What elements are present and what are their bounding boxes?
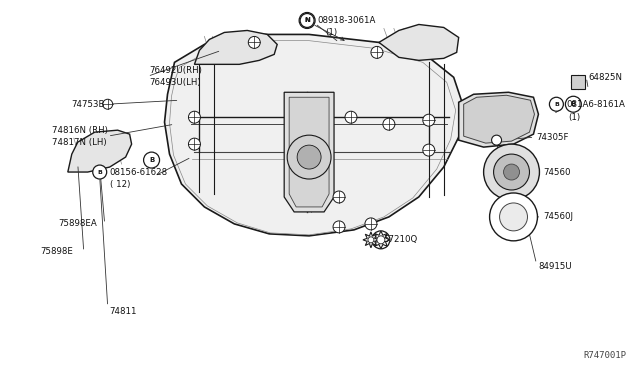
Text: N: N — [305, 18, 310, 23]
Polygon shape — [463, 95, 534, 143]
Text: B: B — [149, 157, 154, 163]
Circle shape — [500, 203, 527, 231]
Circle shape — [493, 154, 529, 190]
Circle shape — [102, 99, 113, 109]
Circle shape — [484, 144, 540, 200]
Text: B: B — [571, 101, 576, 107]
Text: N: N — [304, 17, 310, 23]
Circle shape — [423, 114, 435, 126]
Circle shape — [188, 111, 200, 123]
Polygon shape — [195, 31, 277, 64]
Text: 76492U(RH): 76492U(RH) — [150, 66, 202, 75]
Text: B: B — [554, 102, 559, 107]
Polygon shape — [459, 92, 538, 147]
Circle shape — [492, 135, 502, 145]
Text: 74560: 74560 — [543, 167, 571, 177]
Text: 75898EA: 75898EA — [58, 219, 97, 228]
Text: 64825N: 64825N — [588, 73, 622, 82]
Circle shape — [93, 165, 107, 179]
Text: 74560J: 74560J — [543, 212, 573, 221]
Circle shape — [299, 13, 315, 28]
Text: 74817N (LH): 74817N (LH) — [52, 138, 106, 147]
Text: ( 12): ( 12) — [109, 180, 130, 189]
Polygon shape — [379, 25, 459, 60]
Text: 84915U: 84915U — [538, 262, 572, 271]
Polygon shape — [164, 35, 463, 236]
Polygon shape — [372, 231, 390, 249]
Circle shape — [372, 231, 390, 249]
Polygon shape — [289, 97, 329, 207]
Text: 76493U(LH): 76493U(LH) — [150, 78, 201, 87]
Text: 74753B: 74753B — [72, 100, 106, 109]
Text: ★: ★ — [376, 235, 385, 245]
Circle shape — [365, 218, 377, 230]
Circle shape — [188, 138, 200, 150]
Polygon shape — [284, 92, 334, 212]
Circle shape — [300, 13, 314, 28]
Circle shape — [371, 46, 383, 58]
Text: R747001P: R747001P — [583, 350, 626, 359]
Circle shape — [490, 193, 538, 241]
Text: 75898E: 75898E — [40, 247, 73, 256]
Circle shape — [345, 111, 357, 123]
Circle shape — [248, 36, 260, 48]
Circle shape — [333, 191, 345, 203]
Circle shape — [377, 236, 385, 244]
Polygon shape — [68, 130, 132, 172]
Text: 74811: 74811 — [109, 307, 137, 316]
Circle shape — [333, 221, 345, 233]
Text: 08918-3061A: 08918-3061A — [317, 16, 376, 25]
Text: 081A6-8161A: 081A6-8161A — [566, 100, 625, 109]
Circle shape — [368, 237, 374, 243]
Text: 08156-61628: 08156-61628 — [109, 167, 168, 177]
Circle shape — [549, 97, 563, 111]
Circle shape — [423, 144, 435, 156]
Text: (1): (1) — [325, 28, 337, 37]
Text: 74305F: 74305F — [536, 133, 569, 142]
Circle shape — [383, 118, 395, 130]
Text: 57210Q: 57210Q — [383, 235, 417, 244]
Circle shape — [565, 96, 581, 112]
Bar — [572, 75, 586, 89]
Text: (1): (1) — [568, 113, 580, 122]
Circle shape — [504, 164, 520, 180]
Circle shape — [287, 135, 331, 179]
Circle shape — [297, 145, 321, 169]
Text: 74816N (RH): 74816N (RH) — [52, 126, 108, 135]
Text: B: B — [97, 170, 102, 174]
Circle shape — [143, 152, 159, 168]
Polygon shape — [363, 232, 379, 248]
